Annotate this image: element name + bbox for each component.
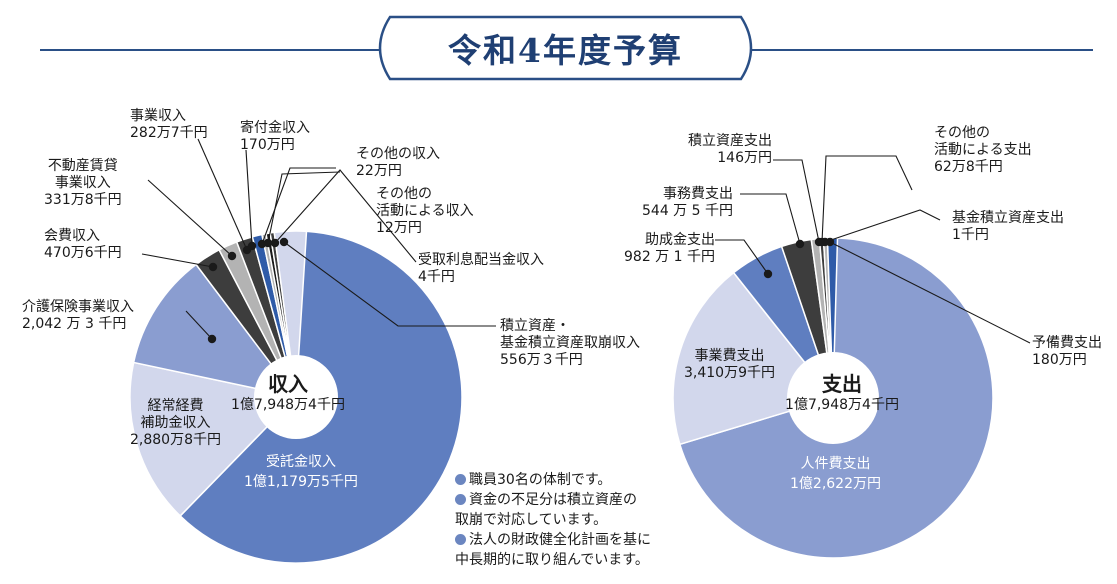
expense-label-office: 事務費支出 544 万 5 千円 xyxy=(642,186,733,219)
expense-label-reserve: 積立資産支出 146万円 xyxy=(688,133,772,166)
expense-center: 支出 1億7,948万4千円 xyxy=(785,372,899,413)
bullet-icon xyxy=(455,474,466,485)
income-label-other: その他の収入 22万円 xyxy=(356,146,440,179)
pie-0 xyxy=(129,138,496,564)
page-title: 令和4年度予算 xyxy=(448,31,683,70)
leader-line xyxy=(197,138,248,251)
leader-line xyxy=(824,209,941,243)
expense-label-personnel: 人件費支出 1億2,622万円 xyxy=(790,456,881,492)
bullet-icon xyxy=(455,494,466,505)
expense-label-other-activity: その他の 活動による支出 62万8千円 xyxy=(934,125,1032,175)
income-label-membership: 会費収入 470万6千円 xyxy=(44,228,122,261)
leader-line xyxy=(773,159,820,243)
pie-slice xyxy=(132,263,298,399)
leader-dot xyxy=(270,238,280,248)
leader-dot xyxy=(279,237,289,247)
income-center: 収入 1億7,948万4千円 xyxy=(231,372,345,413)
note-item: 資金の不足分は積立資産の xyxy=(455,490,700,510)
income-label-commission: 受託金収入 1億1,179万5千円 xyxy=(244,454,358,490)
pie-center-hole xyxy=(254,355,338,439)
leader-line xyxy=(141,253,214,268)
title-frame xyxy=(378,15,753,81)
leader-line xyxy=(185,310,213,340)
title-rule-left xyxy=(40,49,380,51)
note-item: 取崩で対応しています。 xyxy=(455,512,608,528)
expense-label-project: 事業費支出 3,410万9千円 xyxy=(684,348,775,381)
note-item: 法人の財政健全化計画を基に xyxy=(455,530,700,550)
income-label-interest: 受取利息配当金収入 4千円 xyxy=(418,252,544,285)
income-label-care: 介護保険事業収入 2,042 万 3 千円 xyxy=(22,299,134,332)
pie-center-hole xyxy=(787,352,879,444)
leader-dot xyxy=(795,239,805,249)
pie-1 xyxy=(672,155,1031,559)
leader-line xyxy=(245,149,253,247)
note-item: 中長期的に取り組んでいます。 xyxy=(455,552,649,568)
leader-dot xyxy=(763,269,773,279)
expense-label-contingency: 予備費支出 180万円 xyxy=(1032,335,1102,368)
expense-label-fund-reserve: 基金積立資産支出 1千円 xyxy=(952,210,1064,243)
leader-dot xyxy=(263,238,273,248)
leader-line xyxy=(274,169,417,263)
income-label-business: 事業収入 282万7千円 xyxy=(130,108,208,141)
leader-dot xyxy=(825,237,835,247)
leader-dot xyxy=(208,262,218,272)
leader-dot xyxy=(227,251,237,261)
leader-line xyxy=(821,155,913,243)
leader-dot xyxy=(247,241,257,251)
income-label-realestate: 不動産賃貸 事業収入 331万8千円 xyxy=(44,158,122,208)
leader-line xyxy=(261,167,336,245)
income-label-subsidy: 経常経費 補助金収入 2,880万8千円 xyxy=(130,398,221,448)
leader-line xyxy=(283,241,496,327)
income-label-other-activity: その他の 活動による収入 12万円 xyxy=(376,186,474,236)
leader-line xyxy=(267,171,341,244)
bullet-icon xyxy=(455,534,466,545)
leader-line xyxy=(829,241,1031,344)
note-item: 職員30名の体制です。 xyxy=(455,470,700,490)
notes-list: 職員30名の体制です。 資金の不足分は積立資産の 取崩で対応しています。 法人の… xyxy=(455,470,700,570)
leader-line xyxy=(740,193,801,245)
title-rule-right xyxy=(751,49,1093,51)
leader-line xyxy=(147,179,233,257)
leader-dot xyxy=(207,334,217,344)
income-label-reserve-withdrawal: 積立資産・ 基金積立資産取崩収入 556万３千円 xyxy=(500,318,640,368)
income-label-donation: 寄付金収入 170万円 xyxy=(240,120,310,153)
expense-label-grant: 助成金支出 982 万 1 千円 xyxy=(624,232,715,265)
leader-line xyxy=(715,239,769,275)
